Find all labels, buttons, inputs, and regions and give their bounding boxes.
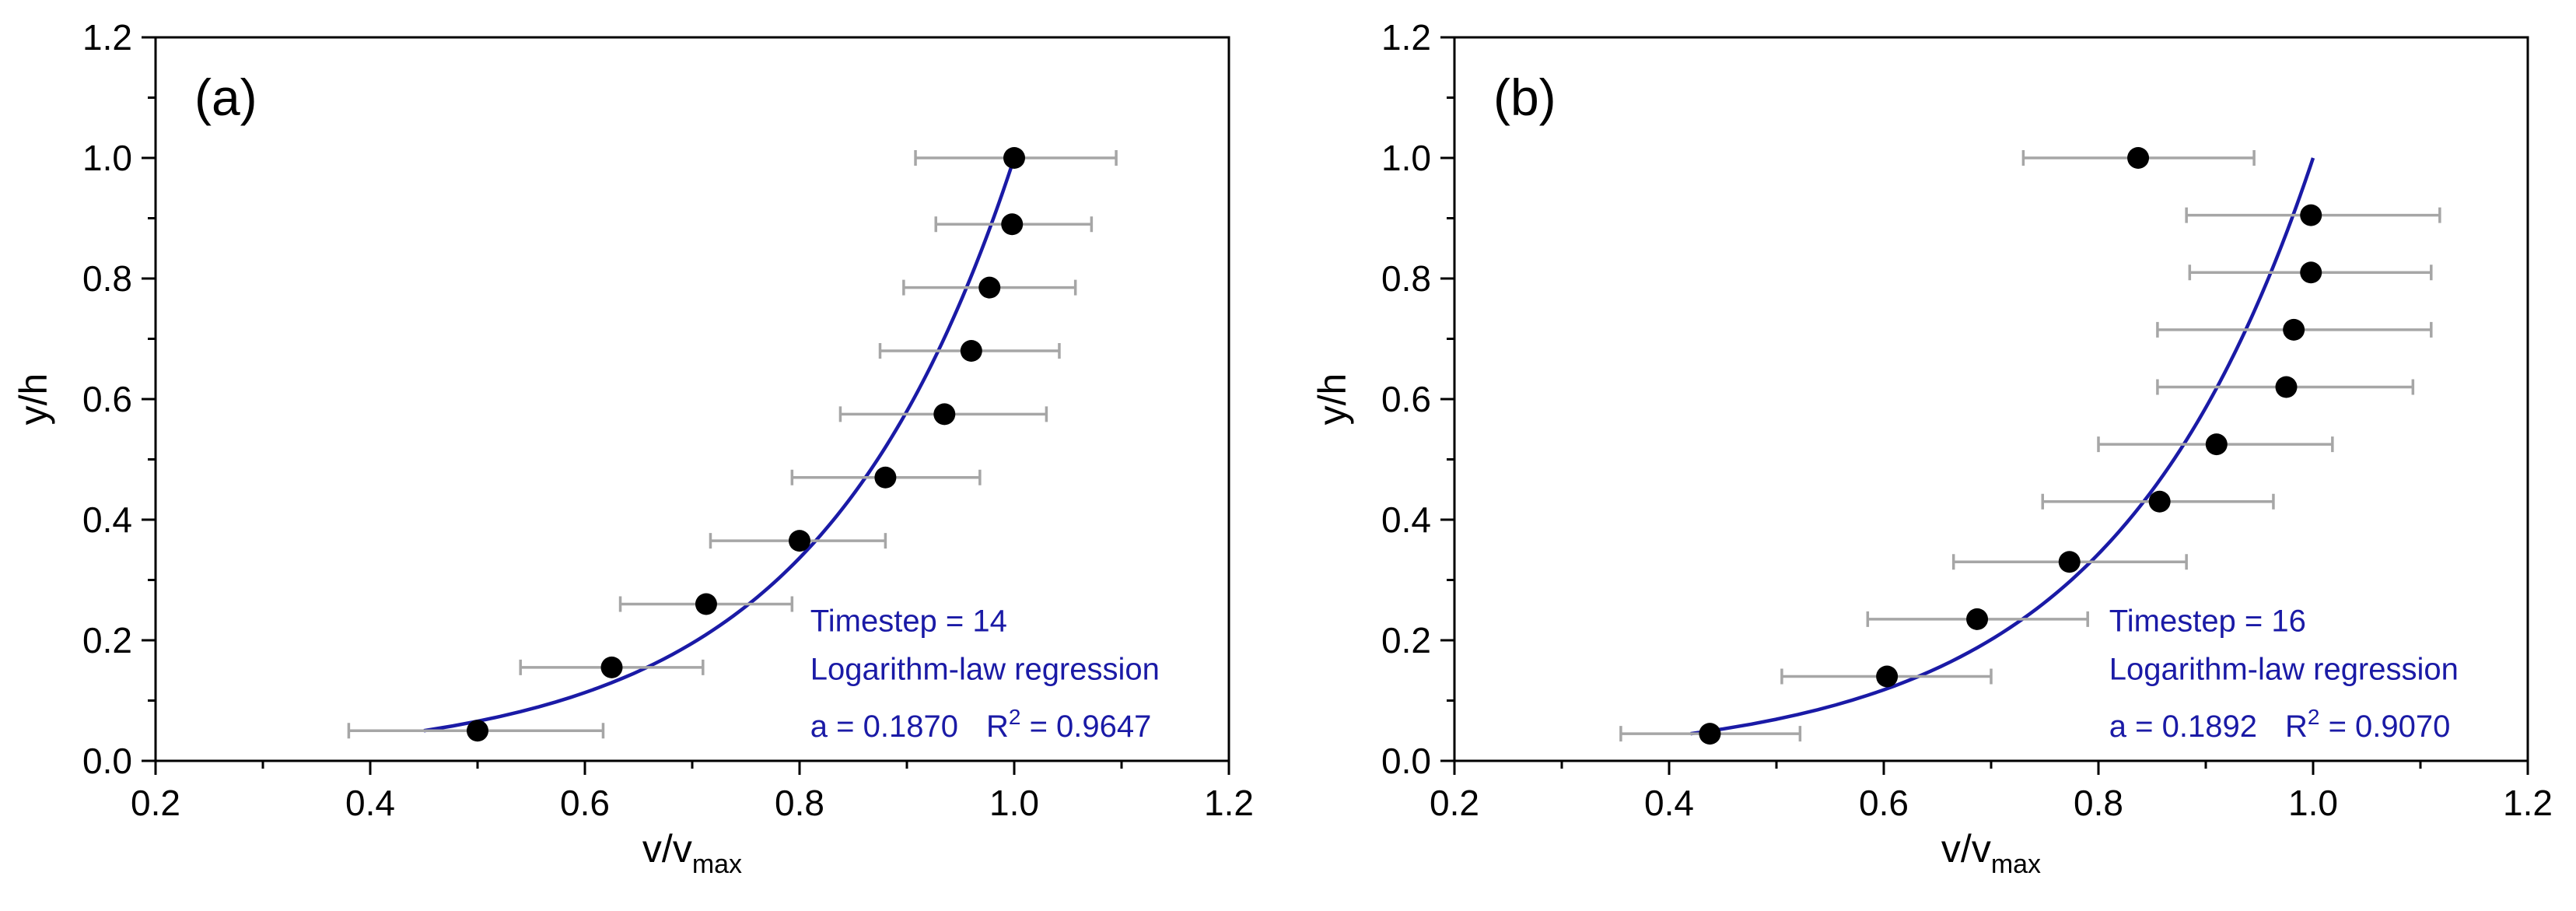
panel-b-panel-label: (b) (1493, 68, 1556, 126)
panel-b-ytick-label: 0.2 (1381, 620, 1431, 660)
panel-b-ytick-label: 1.0 (1381, 138, 1431, 178)
panel-a-ytick-label: 0.2 (82, 620, 132, 660)
panel-b-y-axis-title: y/h (1311, 373, 1354, 426)
panel-a-y-axis-title: y/h (12, 373, 55, 426)
panel-b-annotation-coefficients: a = 0.1892 R2 = 0.9070 (2109, 705, 2451, 744)
panel-a-data-point (960, 340, 982, 362)
panel-a-annotation-model: Logarithm-law regression (810, 652, 1160, 686)
panel-b-data-point (2127, 147, 2150, 169)
panel-a-data-point (874, 466, 897, 489)
panel-b-xtick-label: 0.8 (2074, 783, 2123, 823)
annotation-r2-label: R (2285, 710, 2308, 744)
panel-b-xtick-label: 0.6 (1859, 783, 1909, 823)
panel-b-data-point (2283, 318, 2305, 341)
panel-a-ytick-label: 1.0 (82, 138, 132, 178)
annotation-r2-sup: 2 (2308, 705, 2320, 729)
panel-b-ytick-label: 0.0 (1381, 741, 1431, 781)
panel-a: 0.2 0.4 0.6 0.8 1.0 1.20.00.20.40.60.81.01.2v… (12, 17, 1254, 879)
panel-b-data-point (1876, 665, 1899, 688)
panel-b-data-point (2148, 490, 2171, 513)
panel-a-x-axis-title: v/vmax (642, 827, 742, 879)
panel-a-data-point (933, 403, 956, 426)
panel-a-data-point (789, 530, 810, 552)
panel-a-ytick-label: 0.4 (82, 499, 132, 540)
panel-a-data-point (1001, 213, 1024, 236)
annotation-coef-a: a = 0.1892 (2109, 710, 2257, 744)
panel-b-data-point (2300, 261, 2322, 284)
annotation-r2-value: = 0.9070 (2319, 710, 2450, 744)
panel-b-ytick-label: 0.4 (1381, 499, 1431, 540)
panel-a-data-point (467, 720, 488, 742)
panel-a-ytick-label: 0.6 (82, 379, 132, 419)
panel-b-fit-curve (1690, 157, 2315, 736)
panel-b-data-point (2275, 376, 2298, 398)
panel-a-annotation-timestep: Timestep = 14 (810, 604, 1007, 638)
panel-b-x-axis-title-sub: max (1991, 850, 2041, 879)
panel-b-data-point (1966, 608, 1989, 630)
panel-a-xtick-label: 0.4 (345, 783, 395, 823)
panel-a-ytick-label: 0.0 (82, 741, 132, 781)
panel-b-ytick-label: 1.2 (1381, 17, 1431, 58)
panel-a-xtick-label: 1.0 (989, 783, 1039, 823)
panel-b-x-axis-title-main: v/v (1941, 827, 1991, 871)
panel-a-panel-label: (a) (194, 68, 257, 126)
panel-b-xtick-label: 1.2 (2503, 783, 2553, 823)
panel-a-data-point (600, 656, 623, 678)
panel-a-ytick-label: 0.8 (82, 258, 132, 299)
panel-a-ytick-label: 1.2 (82, 17, 132, 58)
panel-b-x-axis-title: v/vmax (1941, 827, 2041, 879)
panel-b-annotation-timestep: Timestep = 16 (2109, 604, 2306, 638)
panel-b-data-point (2300, 204, 2322, 226)
panel-b-data-point (2205, 433, 2228, 456)
panel-a-xtick-label: 0.6 (560, 783, 610, 823)
annotation-coef-a: a = 0.1870 (810, 710, 958, 744)
panel-a-data-point (695, 593, 717, 615)
panel-a-xtick-label: 0.2 (131, 783, 180, 823)
panel-a-data-point (978, 276, 1001, 299)
panel-b-ytick-label: 0.6 (1381, 379, 1431, 419)
panel-a-xtick-label: 0.8 (775, 783, 824, 823)
panel-a-annotation-coefficients: a = 0.1870 R2 = 0.9647 (810, 705, 1152, 744)
panel-a-xtick-label: 1.2 (1204, 783, 1254, 823)
panel-b-xtick-label: 0.4 (1644, 783, 1694, 823)
panel-b: 0.2 0.4 0.6 0.8 1.0 1.20.00.20.40.60.81.01.2v… (1311, 17, 2553, 879)
panel-b-ytick-label: 0.8 (1381, 258, 1431, 299)
annotation-r2-sup: 2 (1009, 705, 1021, 729)
annotation-r2-value: = 0.9647 (1020, 710, 1151, 744)
panel-b-data-point (2058, 551, 2081, 573)
panel-a-x-axis-title-sub: max (692, 850, 742, 879)
panel-b-xtick-label: 0.2 (1430, 783, 1479, 823)
panel-b-annotation-model: Logarithm-law regression (2109, 652, 2459, 686)
panel-b-xtick-label: 1.0 (2288, 783, 2338, 823)
panel-b-data-point (1699, 723, 1721, 745)
panel-a-fit-curve (423, 157, 1017, 733)
panel-a-x-axis-title-main: v/v (642, 827, 692, 871)
panel-a-data-point (1003, 147, 1025, 169)
annotation-r2-label: R (986, 710, 1009, 744)
